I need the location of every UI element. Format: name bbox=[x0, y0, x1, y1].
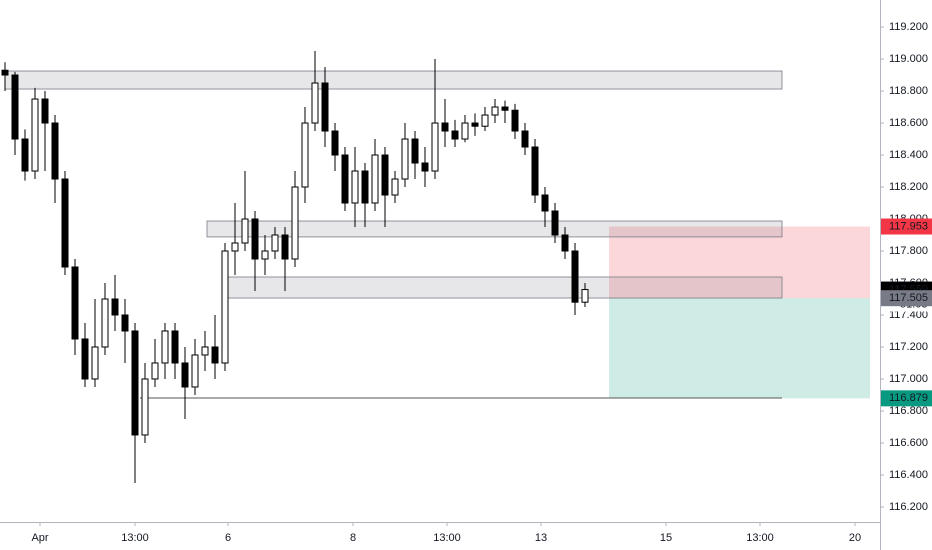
candle-body bbox=[331, 130, 339, 156]
candle-body bbox=[71, 266, 79, 340]
x-tick-label: Apr bbox=[31, 532, 48, 544]
candle-body bbox=[441, 122, 449, 132]
candle-body bbox=[211, 346, 219, 364]
price-tag bbox=[881, 218, 932, 235]
y-tick-label: 118.600 bbox=[889, 117, 928, 129]
y-tick-label: 118.200 bbox=[889, 181, 928, 193]
x-tick-label: 15 bbox=[660, 532, 672, 544]
y-tick-label: 116.400 bbox=[889, 469, 928, 481]
candle-body bbox=[1, 69, 9, 76]
candle-body bbox=[131, 330, 139, 436]
candle-body bbox=[301, 122, 309, 188]
zone bbox=[227, 276, 783, 299]
y-tick-label: 116.600 bbox=[889, 437, 928, 449]
candle-body bbox=[251, 218, 259, 260]
stop-zone bbox=[609, 226, 870, 299]
y-tick-label: 117.400 bbox=[889, 309, 928, 321]
candle-body bbox=[451, 130, 459, 140]
candle-body bbox=[491, 106, 499, 116]
candle-body bbox=[561, 234, 569, 252]
price-tag-label: 116.879 bbox=[889, 392, 928, 404]
y-tick-label: 117.000 bbox=[889, 373, 928, 385]
candle-body bbox=[411, 138, 419, 164]
target-zone bbox=[609, 298, 870, 399]
candle-body bbox=[221, 250, 229, 364]
candle-body bbox=[321, 82, 329, 132]
candle-body bbox=[141, 378, 149, 436]
candle-body bbox=[111, 298, 119, 316]
candle-body bbox=[311, 82, 319, 124]
x-tick-label: 13:00 bbox=[121, 532, 149, 544]
candle-body bbox=[501, 106, 509, 111]
candle-body bbox=[471, 122, 479, 127]
candle-body bbox=[201, 346, 209, 356]
y-tick-label: 116.800 bbox=[889, 405, 928, 417]
zone bbox=[4, 70, 783, 90]
candle-body bbox=[531, 146, 539, 196]
candle-body bbox=[551, 210, 559, 236]
candle-body bbox=[281, 234, 289, 260]
candle-body bbox=[431, 122, 439, 172]
candle-body bbox=[541, 194, 549, 212]
price-tag-label: 117.953 bbox=[889, 220, 928, 232]
y-tick-label: 119.000 bbox=[889, 53, 928, 65]
candle-body bbox=[371, 154, 379, 204]
candle-body bbox=[581, 289, 589, 303]
x-tick-label: 6 bbox=[225, 532, 231, 544]
price-tag bbox=[881, 290, 932, 307]
candle-body bbox=[61, 178, 69, 268]
candle-body bbox=[181, 362, 189, 388]
x-tick-label: 13:00 bbox=[746, 532, 774, 544]
candle-body bbox=[401, 138, 409, 180]
x-tick-label: 13 bbox=[535, 532, 547, 544]
x-tick-label: 13:00 bbox=[433, 532, 461, 544]
candle-body bbox=[41, 98, 49, 124]
candle-body bbox=[341, 154, 349, 204]
candle-body bbox=[241, 218, 249, 244]
candle-body bbox=[361, 170, 369, 204]
price-tag bbox=[881, 390, 932, 407]
candle-body bbox=[121, 314, 129, 332]
x-tick-label: 20 bbox=[849, 532, 861, 544]
candle-body bbox=[81, 338, 89, 380]
x-tick-label: 8 bbox=[350, 532, 356, 544]
candle-body bbox=[421, 162, 429, 172]
candle-body bbox=[91, 346, 99, 380]
candle-body bbox=[51, 122, 59, 180]
candle-body bbox=[391, 178, 399, 196]
candle-body bbox=[461, 122, 469, 140]
y-tick-label: 116.200 bbox=[889, 501, 928, 513]
zone bbox=[206, 220, 783, 238]
candle-body bbox=[291, 186, 299, 260]
candle-body bbox=[231, 242, 239, 252]
candle-body bbox=[171, 330, 179, 364]
candle-body bbox=[151, 362, 159, 380]
candle-body bbox=[161, 330, 169, 364]
candle-body bbox=[351, 170, 359, 204]
y-tick-label: 117.200 bbox=[889, 341, 928, 353]
price-tag-label: 117.505 bbox=[889, 292, 928, 304]
candle-body bbox=[381, 154, 389, 196]
candle-body bbox=[521, 130, 529, 148]
candle-body bbox=[21, 138, 29, 172]
y-tick-label: 119.200 bbox=[889, 21, 928, 33]
candle-body bbox=[571, 250, 579, 303]
y-tick-label: 117.800 bbox=[889, 245, 928, 257]
candle-body bbox=[511, 109, 519, 132]
candle-body bbox=[101, 298, 109, 348]
candle-body bbox=[191, 354, 199, 388]
candle-body bbox=[261, 250, 269, 260]
candle-body bbox=[31, 98, 39, 172]
y-tick-label: 118.800 bbox=[889, 85, 928, 97]
candle-body bbox=[271, 234, 279, 252]
candle-body bbox=[11, 74, 19, 140]
y-tick-label: 118.400 bbox=[889, 149, 928, 161]
candle-body bbox=[481, 114, 489, 127]
